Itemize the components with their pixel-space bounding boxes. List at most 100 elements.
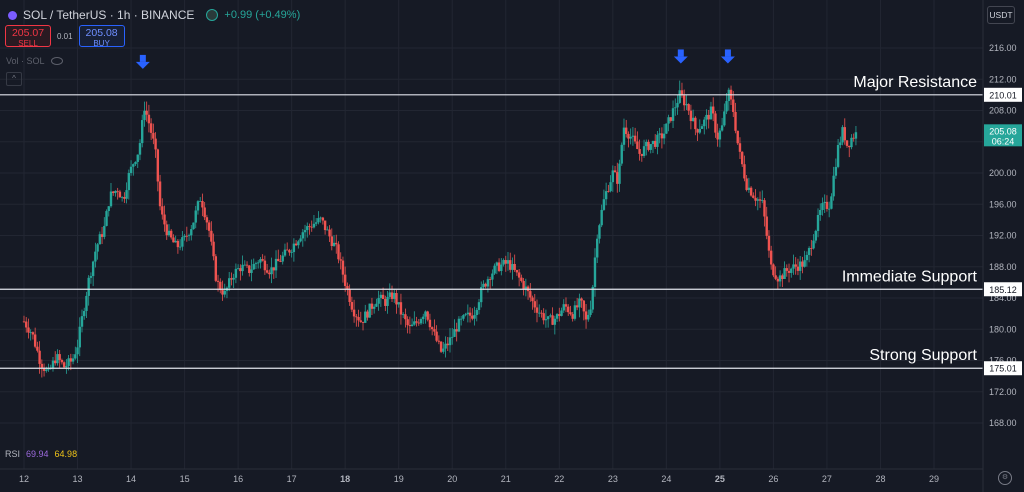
candle-body [250, 269, 253, 273]
candle-body [520, 277, 523, 281]
symbol-title[interactable]: SOL / TetherUS · 1h · BINANCE [23, 8, 195, 22]
candle-body [352, 309, 356, 317]
candle-body [774, 275, 777, 279]
candle-body [533, 301, 536, 308]
volume-legend[interactable]: Vol · SOL [6, 56, 63, 66]
candle-body [323, 220, 327, 231]
candle-body [167, 230, 171, 236]
candle-body [152, 132, 155, 139]
candle-body [850, 137, 853, 148]
gear-icon[interactable]: ⚙ [998, 471, 1012, 485]
candle-body [484, 283, 487, 287]
candle-body [174, 240, 177, 243]
x-tick-label: 25 [715, 474, 725, 484]
buy-button[interactable]: 205.08 BUY [78, 25, 125, 48]
candle-body [593, 257, 597, 287]
candle-body [513, 263, 516, 271]
candle-body [181, 237, 184, 247]
candle-body [482, 283, 485, 288]
eye-icon[interactable] [50, 57, 63, 65]
x-tick-label: 17 [287, 474, 297, 484]
level-tag [984, 282, 1022, 297]
candle-body [301, 232, 304, 239]
sell-button[interactable]: 205.07 SELL [5, 25, 51, 48]
candle-body [372, 306, 376, 309]
candle-body [190, 229, 193, 236]
x-tick-label: 12 [19, 474, 29, 484]
currency-button[interactable]: USDT [987, 6, 1015, 24]
candle-body [587, 314, 590, 320]
candle-body [214, 256, 218, 281]
candle-body [798, 261, 802, 271]
candle-body [199, 200, 202, 202]
candle-body [787, 270, 791, 273]
candle-body [763, 200, 766, 217]
candle-body [711, 106, 715, 114]
candle-body [22, 321, 26, 323]
candle-body [734, 111, 737, 131]
x-tick-label: 24 [661, 474, 671, 484]
candle-body [466, 312, 470, 315]
candle-body [816, 214, 820, 231]
candle-body [529, 291, 532, 298]
candle-body [413, 321, 416, 325]
candle-body [355, 316, 358, 318]
candle-body [397, 302, 400, 305]
candle-body [738, 143, 742, 152]
candle-body [805, 254, 809, 261]
candle-body [620, 144, 623, 164]
candle-body [422, 316, 425, 320]
candle-body [285, 249, 289, 251]
candle-body [125, 190, 128, 199]
candle-body [504, 260, 507, 264]
candle-body [488, 279, 492, 280]
y-tick-label: 188.00 [989, 262, 1017, 272]
candle-body [455, 329, 458, 332]
collapse-chevron-icon[interactable]: ^ [6, 72, 22, 86]
rsi-ma-value: 64.98 [54, 449, 78, 459]
candle-body [705, 114, 708, 120]
arrow-down-icon [135, 61, 150, 69]
candle-body [660, 133, 664, 139]
candle-body [328, 229, 331, 237]
candle-body [662, 133, 666, 139]
candle-body [261, 259, 264, 261]
candle-body [165, 224, 168, 236]
candle-body [540, 312, 543, 314]
candle-body [694, 117, 697, 130]
candle-body [819, 209, 822, 215]
candle-body [631, 135, 635, 137]
candle-body [560, 310, 563, 316]
rsi-legend[interactable]: RSI 69.94 64.98 [5, 449, 77, 459]
candle-body [348, 288, 351, 303]
candle-body [83, 311, 86, 317]
candle-body [535, 307, 539, 313]
candle-body [417, 322, 420, 324]
y-tick-label: 176.00 [989, 356, 1017, 366]
candle-body [192, 222, 195, 230]
candle-body [723, 111, 726, 126]
y-tick-label: 200.00 [989, 168, 1017, 178]
candle-body [207, 222, 211, 231]
candle-body [256, 262, 260, 264]
candle-body [709, 106, 713, 120]
candle-body [769, 250, 773, 265]
y-axis[interactable]: 168.00 172.00 176.00 180.00 184.00 188.00 192.… [989, 43, 1017, 428]
candle-body [812, 240, 815, 249]
candle-body [109, 191, 113, 207]
candle-body [758, 199, 762, 201]
candle-body [582, 300, 586, 312]
candle-body [274, 258, 278, 271]
candle-body [542, 313, 545, 321]
x-axis[interactable]: 12 13 14 15 16 17 18 19 20 21 22 23 24 25 26 27 28 29 [19, 474, 939, 484]
candle-body [390, 292, 394, 299]
candle-body [573, 305, 577, 319]
candle-body [584, 311, 588, 320]
candle-body [366, 311, 369, 318]
candle-body [524, 286, 528, 289]
candle-body [801, 261, 804, 267]
candle-body [163, 214, 166, 225]
candle-body [268, 272, 271, 275]
candle-body [796, 266, 800, 271]
